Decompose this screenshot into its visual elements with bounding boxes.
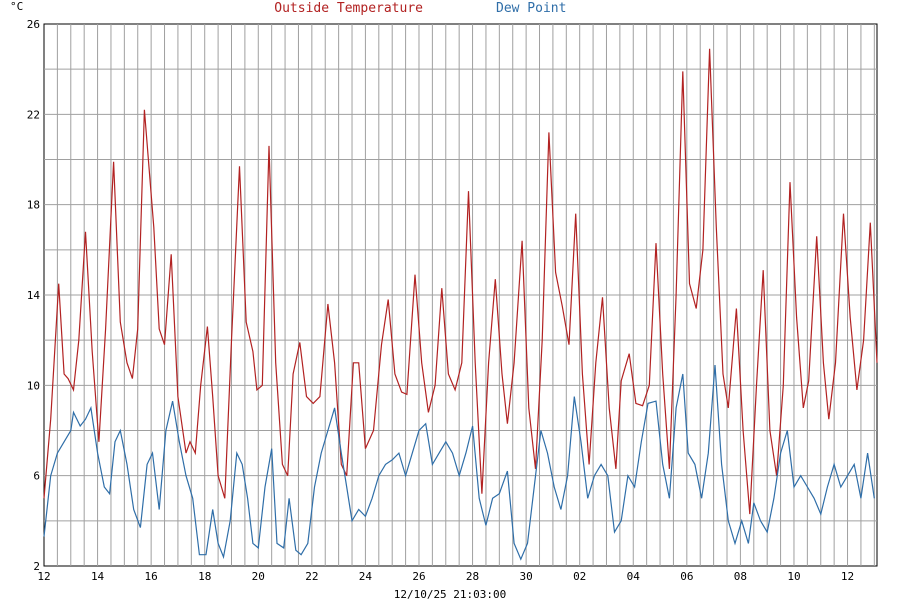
- y-tick-label: 18: [27, 199, 40, 212]
- x-tick-label: 22: [305, 570, 318, 583]
- x-tick-label: 20: [252, 570, 265, 583]
- x-axis-timestamp-label: 12/10/25 21:03:00: [394, 588, 507, 600]
- x-tick-label: 14: [91, 570, 105, 583]
- y-tick-label: 6: [33, 470, 40, 483]
- y-tick-label: 10: [27, 379, 40, 392]
- series-outside-temperature: [43, 48, 878, 515]
- series-dew-point: [43, 364, 875, 561]
- x-tick-label: 12: [841, 570, 854, 583]
- y-axis-unit-label: °C: [10, 0, 23, 13]
- y-tick-label: 2: [33, 560, 40, 573]
- x-tick-label: 28: [466, 570, 479, 583]
- x-tick-labels: 12 14 16 18 20 22 24 26 28 30 02 04 06 08 10 12: [37, 570, 854, 583]
- y-tick-label: 14: [27, 289, 41, 302]
- y-tick-label: 22: [27, 108, 40, 121]
- x-tick-label: 30: [519, 570, 532, 583]
- x-tick-label: 04: [627, 570, 641, 583]
- x-tick-label: 08: [734, 570, 747, 583]
- y-tick-label: 26: [27, 18, 40, 31]
- chart-title: Outside Temperature Dew Point: [274, 1, 566, 16]
- x-tick-label: 18: [198, 570, 211, 583]
- title-outside-temperature: Outside Temperature: [274, 1, 423, 16]
- x-tick-label: 16: [145, 570, 158, 583]
- series-lines: [43, 48, 878, 561]
- title-dew-point: Dew Point: [496, 1, 566, 16]
- x-tick-label: 10: [787, 570, 800, 583]
- grid: [44, 24, 877, 566]
- x-tick-label: 12: [37, 570, 50, 583]
- x-tick-label: 06: [680, 570, 693, 583]
- x-tick-label: 02: [573, 570, 586, 583]
- x-tick-label: 24: [359, 570, 373, 583]
- x-tick-label: 26: [412, 570, 425, 583]
